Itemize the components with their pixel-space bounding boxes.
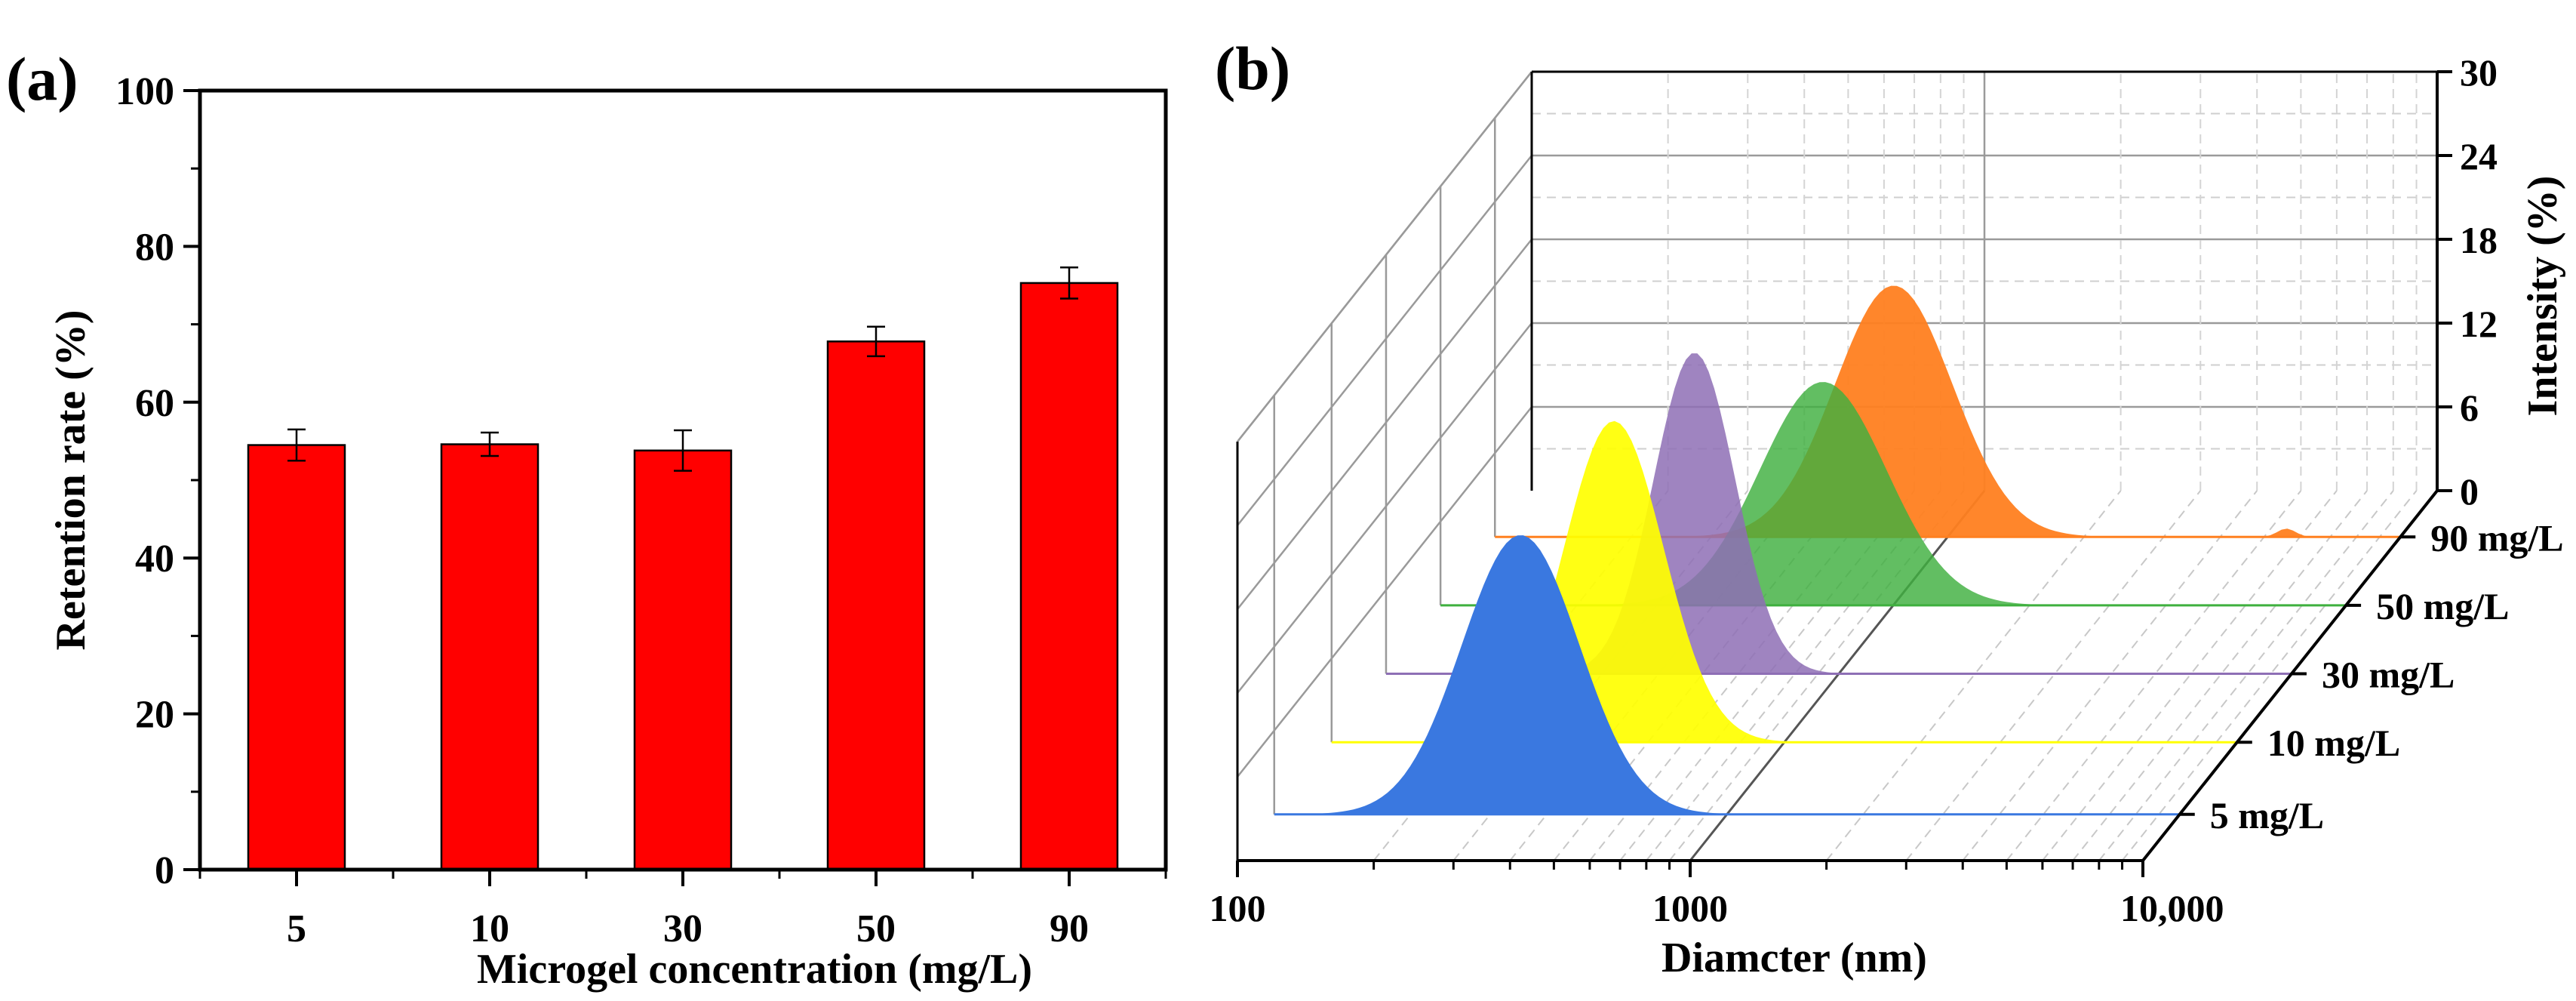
y-axis-a: 0 20 40 60 80 100: [115, 70, 200, 892]
bar: [1019, 282, 1119, 871]
floor-minor-line: [2072, 490, 2368, 861]
z-tick-label: 18: [2460, 219, 2498, 261]
bar: [633, 449, 733, 871]
x-tick-label: 10: [470, 907, 509, 950]
error-bars: [287, 266, 1078, 472]
x-tick-label: 30: [663, 907, 702, 950]
depth-label: 5 mg/L: [2210, 794, 2324, 836]
y-axis-label-b: Intensity (%): [2519, 176, 2566, 417]
y-tick-label: 60: [135, 382, 174, 425]
left-wall-gridline: [1237, 239, 1532, 610]
floor-minor-line: [2098, 490, 2394, 861]
depth-axis-line: [2141, 489, 2439, 862]
x-axis-label-a: Microgel concentration (mg/L): [477, 946, 1032, 993]
depth-label: 90 mg/L: [2430, 516, 2563, 559]
x-axis-b: 100 1000 10,000: [1210, 861, 2224, 929]
panel-a: (a) 0 20 40 60 80 100 5 10 30 50 90 Microgel conc…: [6, 45, 1168, 993]
y-tick-label: 0: [155, 849, 174, 892]
x-axis-a: 5 10 30 50 90: [198, 870, 1167, 950]
x-tick-label: 100: [1210, 887, 1266, 929]
x-tick-label: 10,000: [2120, 887, 2224, 929]
bar: [440, 443, 539, 871]
z-tick-label: 12: [2460, 303, 2498, 345]
z-tick-label: 6: [2460, 387, 2479, 429]
panel-b-label: (b): [1215, 34, 1290, 103]
z-tick-label: 24: [2460, 135, 2498, 177]
floor-minor-line: [2121, 490, 2418, 861]
axes-3d: [1236, 70, 2439, 862]
bar: [826, 340, 926, 871]
bar: [247, 444, 346, 871]
floor-minor-line: [2006, 490, 2302, 861]
floor-minor-line: [1962, 490, 2258, 861]
x-tick-label: 5: [287, 907, 306, 950]
floor-minor-line: [1825, 490, 2122, 861]
left-wall-gridline: [1237, 322, 1532, 694]
depth-label: 30 mg/L: [2322, 654, 2455, 696]
floor-minor-line: [2042, 490, 2338, 861]
y-axis-label-a: Retention rate (%): [48, 310, 94, 651]
left-wall-gridline: [1237, 406, 1532, 778]
z-axis-b: 0 6 12 18 24 30: [2437, 51, 2498, 513]
series-area: [1274, 535, 2180, 815]
depth-label: 50 mg/L: [2376, 585, 2509, 627]
panel-a-label: (a): [6, 45, 78, 113]
depth-label: 10 mg/L: [2267, 722, 2400, 764]
y-tick-label: 20: [135, 694, 174, 737]
y-tick-label: 100: [115, 70, 174, 113]
left-wall-gridline: [1237, 155, 1532, 526]
floor-minor-line: [1905, 490, 2202, 861]
depth-axis-b: 5 mg/L 10 mg/L 30 mg/L 50 mg/L 90 mg/L: [2179, 516, 2564, 836]
x-tick-label: 90: [1050, 907, 1089, 950]
floor-line: [1689, 490, 1986, 861]
bar-series: [247, 282, 1119, 871]
y-tick-label: 80: [135, 226, 174, 269]
x-axis-label-b: Diamcter (nm): [1661, 935, 1927, 981]
z-tick-label: 0: [2460, 470, 2479, 513]
series-3d: [1274, 285, 2401, 816]
series-area: [1440, 382, 2347, 605]
left-wall-top: [1237, 71, 1532, 442]
x-tick-label: 50: [856, 907, 896, 950]
x-tick-label: 1000: [1652, 887, 1728, 929]
z-tick-label: 30: [2460, 51, 2498, 94]
series-area: [1495, 285, 2401, 537]
panel-b: (b) 0 6 12 18 24 30 100 1000 10,000 5 mg/L 10 mg…: [1210, 34, 2567, 981]
y-tick-label: 40: [135, 537, 174, 581]
